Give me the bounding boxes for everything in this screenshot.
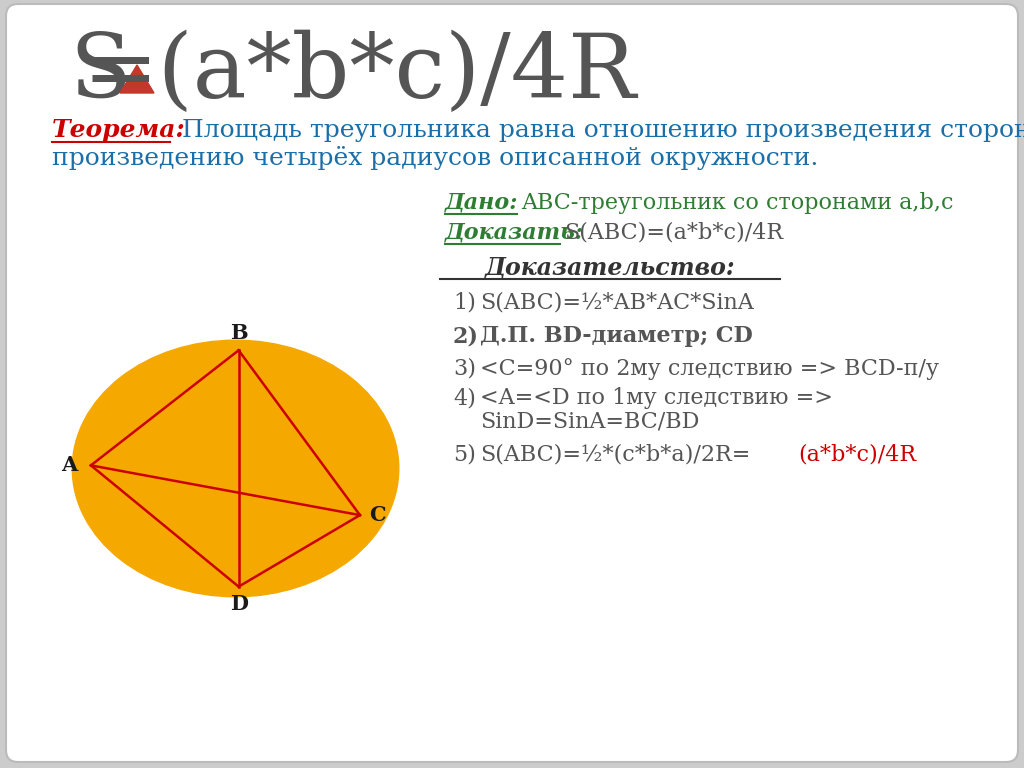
Text: ABC-треугольник со сторонами a,b,c: ABC-треугольник со сторонами a,b,c <box>521 192 953 214</box>
Text: (a*b*c)/4R: (a*b*c)/4R <box>798 444 916 466</box>
Text: S(ABC)=(a*b*c)/4R: S(ABC)=(a*b*c)/4R <box>564 222 783 244</box>
Text: S: S <box>69 29 131 117</box>
Text: <C=90° по 2му следствию => BCD-п/у: <C=90° по 2му следствию => BCD-п/у <box>480 358 939 380</box>
Text: S(ABC)=½*(c*b*a)/2R=: S(ABC)=½*(c*b*a)/2R= <box>480 444 751 466</box>
Text: 4): 4) <box>453 387 476 409</box>
Text: 3): 3) <box>453 358 476 380</box>
Ellipse shape <box>73 340 398 597</box>
Text: 1): 1) <box>453 292 476 314</box>
Text: произведению четырёх радиусов описанной окружности.: произведению четырёх радиусов описанной … <box>52 146 818 170</box>
Text: A: A <box>61 455 77 475</box>
Text: B: B <box>229 323 248 343</box>
FancyBboxPatch shape <box>6 4 1018 762</box>
Text: D: D <box>229 594 248 614</box>
Text: S(ABC)=½*AB*AC*SinA: S(ABC)=½*AB*AC*SinA <box>480 292 754 314</box>
Polygon shape <box>120 65 154 93</box>
Text: Д.П. BD-диаметр; CD: Д.П. BD-диаметр; CD <box>480 325 753 347</box>
Text: <A=<D по 1му следствию =>: <A=<D по 1му следствию => <box>480 387 833 409</box>
Text: Доказательство:: Доказательство: <box>484 256 735 280</box>
Text: 2): 2) <box>453 325 479 347</box>
Text: Площадь треугольника равна отношению произведения сторон к: Площадь треугольника равна отношению про… <box>174 118 1024 141</box>
Text: SinD=SinA=BC/BD: SinD=SinA=BC/BD <box>480 411 699 433</box>
Text: =(a*b*c)/4R: =(a*b*c)/4R <box>83 29 637 117</box>
Text: Теорема:: Теорема: <box>52 118 185 142</box>
Text: Доказать:: Доказать: <box>445 222 584 244</box>
Text: 5): 5) <box>453 444 476 466</box>
Text: C: C <box>369 505 385 525</box>
Text: Дано:: Дано: <box>445 192 518 214</box>
